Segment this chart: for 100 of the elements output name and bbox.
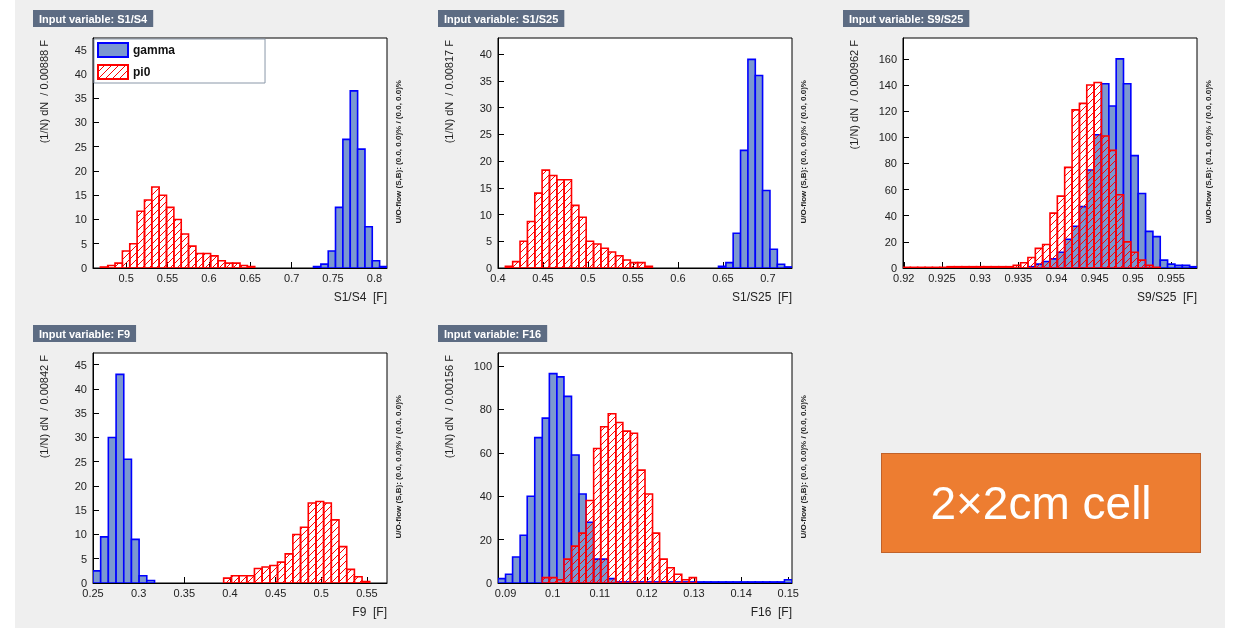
y-tick-label: 100 (878, 131, 897, 144)
y-tick-label: 25 (74, 455, 87, 468)
x-tick-label: 0.4 (490, 271, 506, 284)
y-tick-label: 40 (479, 48, 492, 61)
y-tick-label: 60 (884, 183, 897, 196)
x-tick-label: 0.925 (928, 271, 956, 284)
y-tick-label: 15 (74, 504, 87, 517)
y-tick-label: 120 (878, 105, 897, 118)
x-tick-label: 0.5 (313, 586, 329, 599)
y-tick-label: 15 (479, 181, 492, 194)
y-tick-label: 15 (74, 189, 87, 202)
x-tick-label: 0.35 (173, 586, 196, 599)
x-tick-label: 0.8 (366, 271, 383, 284)
y-tick-label: 20 (74, 479, 87, 492)
y-tick-label: 35 (74, 92, 87, 105)
x-tick-label: 0.45 (264, 586, 287, 599)
chart-title: Input variable: S1/S25 (444, 12, 559, 25)
y-tick-label: 0 (485, 262, 492, 274)
y-tick-label: 0 (485, 577, 492, 589)
y-tick-label: 0 (80, 577, 87, 589)
y-tick-label: 25 (479, 128, 492, 141)
y-tick-label: 0 (890, 262, 897, 274)
legend-label: pi0 (133, 65, 151, 79)
x-tick-label: 0.4 (222, 586, 238, 599)
x-tick-label: 0.945 (1081, 271, 1109, 284)
y-axis-title: (1/N) dN / 0.00842 F (38, 354, 50, 459)
y-tick-label: 30 (74, 116, 87, 129)
x-axis-title: S9/S25 [F] (1136, 290, 1197, 304)
y-tick-label: 10 (74, 213, 87, 226)
x-tick-label: 0.94 (1045, 271, 1068, 284)
text: U/O-flow (S,B): (0.1, 0.0)% / (0.0, 0.0)% (1203, 80, 1213, 224)
y-tick-label: 25 (74, 140, 87, 153)
y-tick-label: 45 (74, 358, 87, 371)
x-tick-label: 0.13 (683, 586, 705, 599)
y-tick-label: 45 (74, 43, 87, 56)
x-axis-title: F16 [F] (750, 605, 792, 619)
y-tick-label: 0 (80, 262, 87, 274)
x-tick-label: 0.6 (670, 271, 686, 284)
y-tick-label: 10 (479, 208, 492, 221)
y-tick-label: 10 (74, 528, 87, 541)
y-tick-label: 40 (74, 67, 87, 80)
x-tick-label: 0.3 (131, 586, 147, 599)
y-axis-title: (1/N) dN / 0.000962 F (848, 39, 860, 150)
legend-label: gamma (133, 43, 176, 57)
text: U/O-flow (S,B): (0.0, 0.0)% / (0.0, 0.0)% (798, 80, 808, 224)
y-tick-label: 40 (884, 209, 897, 222)
y-tick-label: 100 (473, 360, 492, 373)
x-axis-title: S1/S25 [F] (731, 290, 792, 304)
y-tick-label: 160 (878, 52, 897, 65)
y-tick-label: 60 (479, 446, 492, 459)
chart-title: Input variable: S1/S4 (39, 12, 149, 25)
y-tick-label: 20 (74, 164, 87, 177)
y-tick-label: 35 (74, 407, 87, 420)
text: U/O-flow (S,B): (0.0, 0.0)% / (0.0, 0.0)% (393, 395, 403, 539)
x-tick-label: 0.75 (322, 271, 344, 284)
x-tick-label: 0.5 (580, 271, 596, 284)
text: U/O-flow (S,B): (0.0, 0.0)% / (0.0, 0.0)% (798, 395, 808, 539)
y-tick-label: 40 (479, 490, 492, 503)
x-tick-label: 0.25 (82, 586, 104, 599)
y-axis-title: (1/N) dN / 0.00817 F (443, 39, 455, 144)
x-tick-label: 0.92 (893, 271, 915, 284)
text: U/O-flow (S,B): (0.0, 0.0)% / (0.0, 0.0)% (393, 80, 403, 224)
x-tick-label: 0.93 (969, 271, 991, 284)
y-axis-title: (1/N) dN / 0.00156 F (443, 354, 455, 459)
y-tick-label: 35 (479, 74, 492, 87)
y-tick-label: 20 (479, 533, 492, 546)
y-tick-label: 5 (485, 235, 492, 248)
y-tick-label: 80 (479, 403, 492, 416)
chart-title: Input variable: F16 (444, 327, 542, 340)
x-tick-label: 0.55 (356, 586, 378, 599)
y-tick-label: 40 (74, 382, 87, 395)
y-tick-label: 30 (479, 101, 492, 114)
x-tick-label: 0.7 (284, 271, 300, 284)
chart-title: Input variable: S9/S25 (849, 12, 964, 25)
x-tick-label: 0.55 (156, 271, 179, 284)
y-tick-label: 20 (884, 235, 897, 248)
y-tick-label: 80 (884, 157, 897, 170)
x-tick-label: 0.5 (118, 271, 134, 284)
x-axis-title: F9 [F] (352, 605, 387, 619)
x-tick-label: 0.65 (712, 271, 734, 284)
x-tick-label: 0.55 (622, 271, 644, 284)
text: 2×2cm cell (881, 453, 1201, 553)
x-tick-label: 0.65 (239, 271, 261, 284)
x-tick-label: 0.12 (636, 586, 658, 599)
chart-title: Input variable: F9 (39, 327, 131, 340)
x-tick-label: 0.1 (545, 586, 561, 599)
y-tick-label: 5 (80, 552, 87, 565)
x-tick-label: 0.09 (494, 586, 517, 599)
y-axis-title: (1/N) dN / 0.00888 F (38, 39, 50, 144)
y-tick-label: 30 (74, 431, 87, 444)
x-tick-label: 0.15 (777, 586, 799, 599)
x-tick-label: 0.7 (760, 271, 776, 284)
x-tick-label: 0.935 (1004, 271, 1033, 284)
x-tick-label: 0.45 (532, 271, 554, 284)
x-tick-label: 0.6 (201, 271, 217, 284)
y-tick-label: 5 (80, 237, 87, 250)
x-axis-title: S1/S4 [F] (333, 290, 387, 304)
x-tick-label: 0.95 (1122, 271, 1144, 284)
x-tick-label: 0.14 (730, 586, 752, 599)
y-tick-label: 20 (479, 155, 492, 168)
